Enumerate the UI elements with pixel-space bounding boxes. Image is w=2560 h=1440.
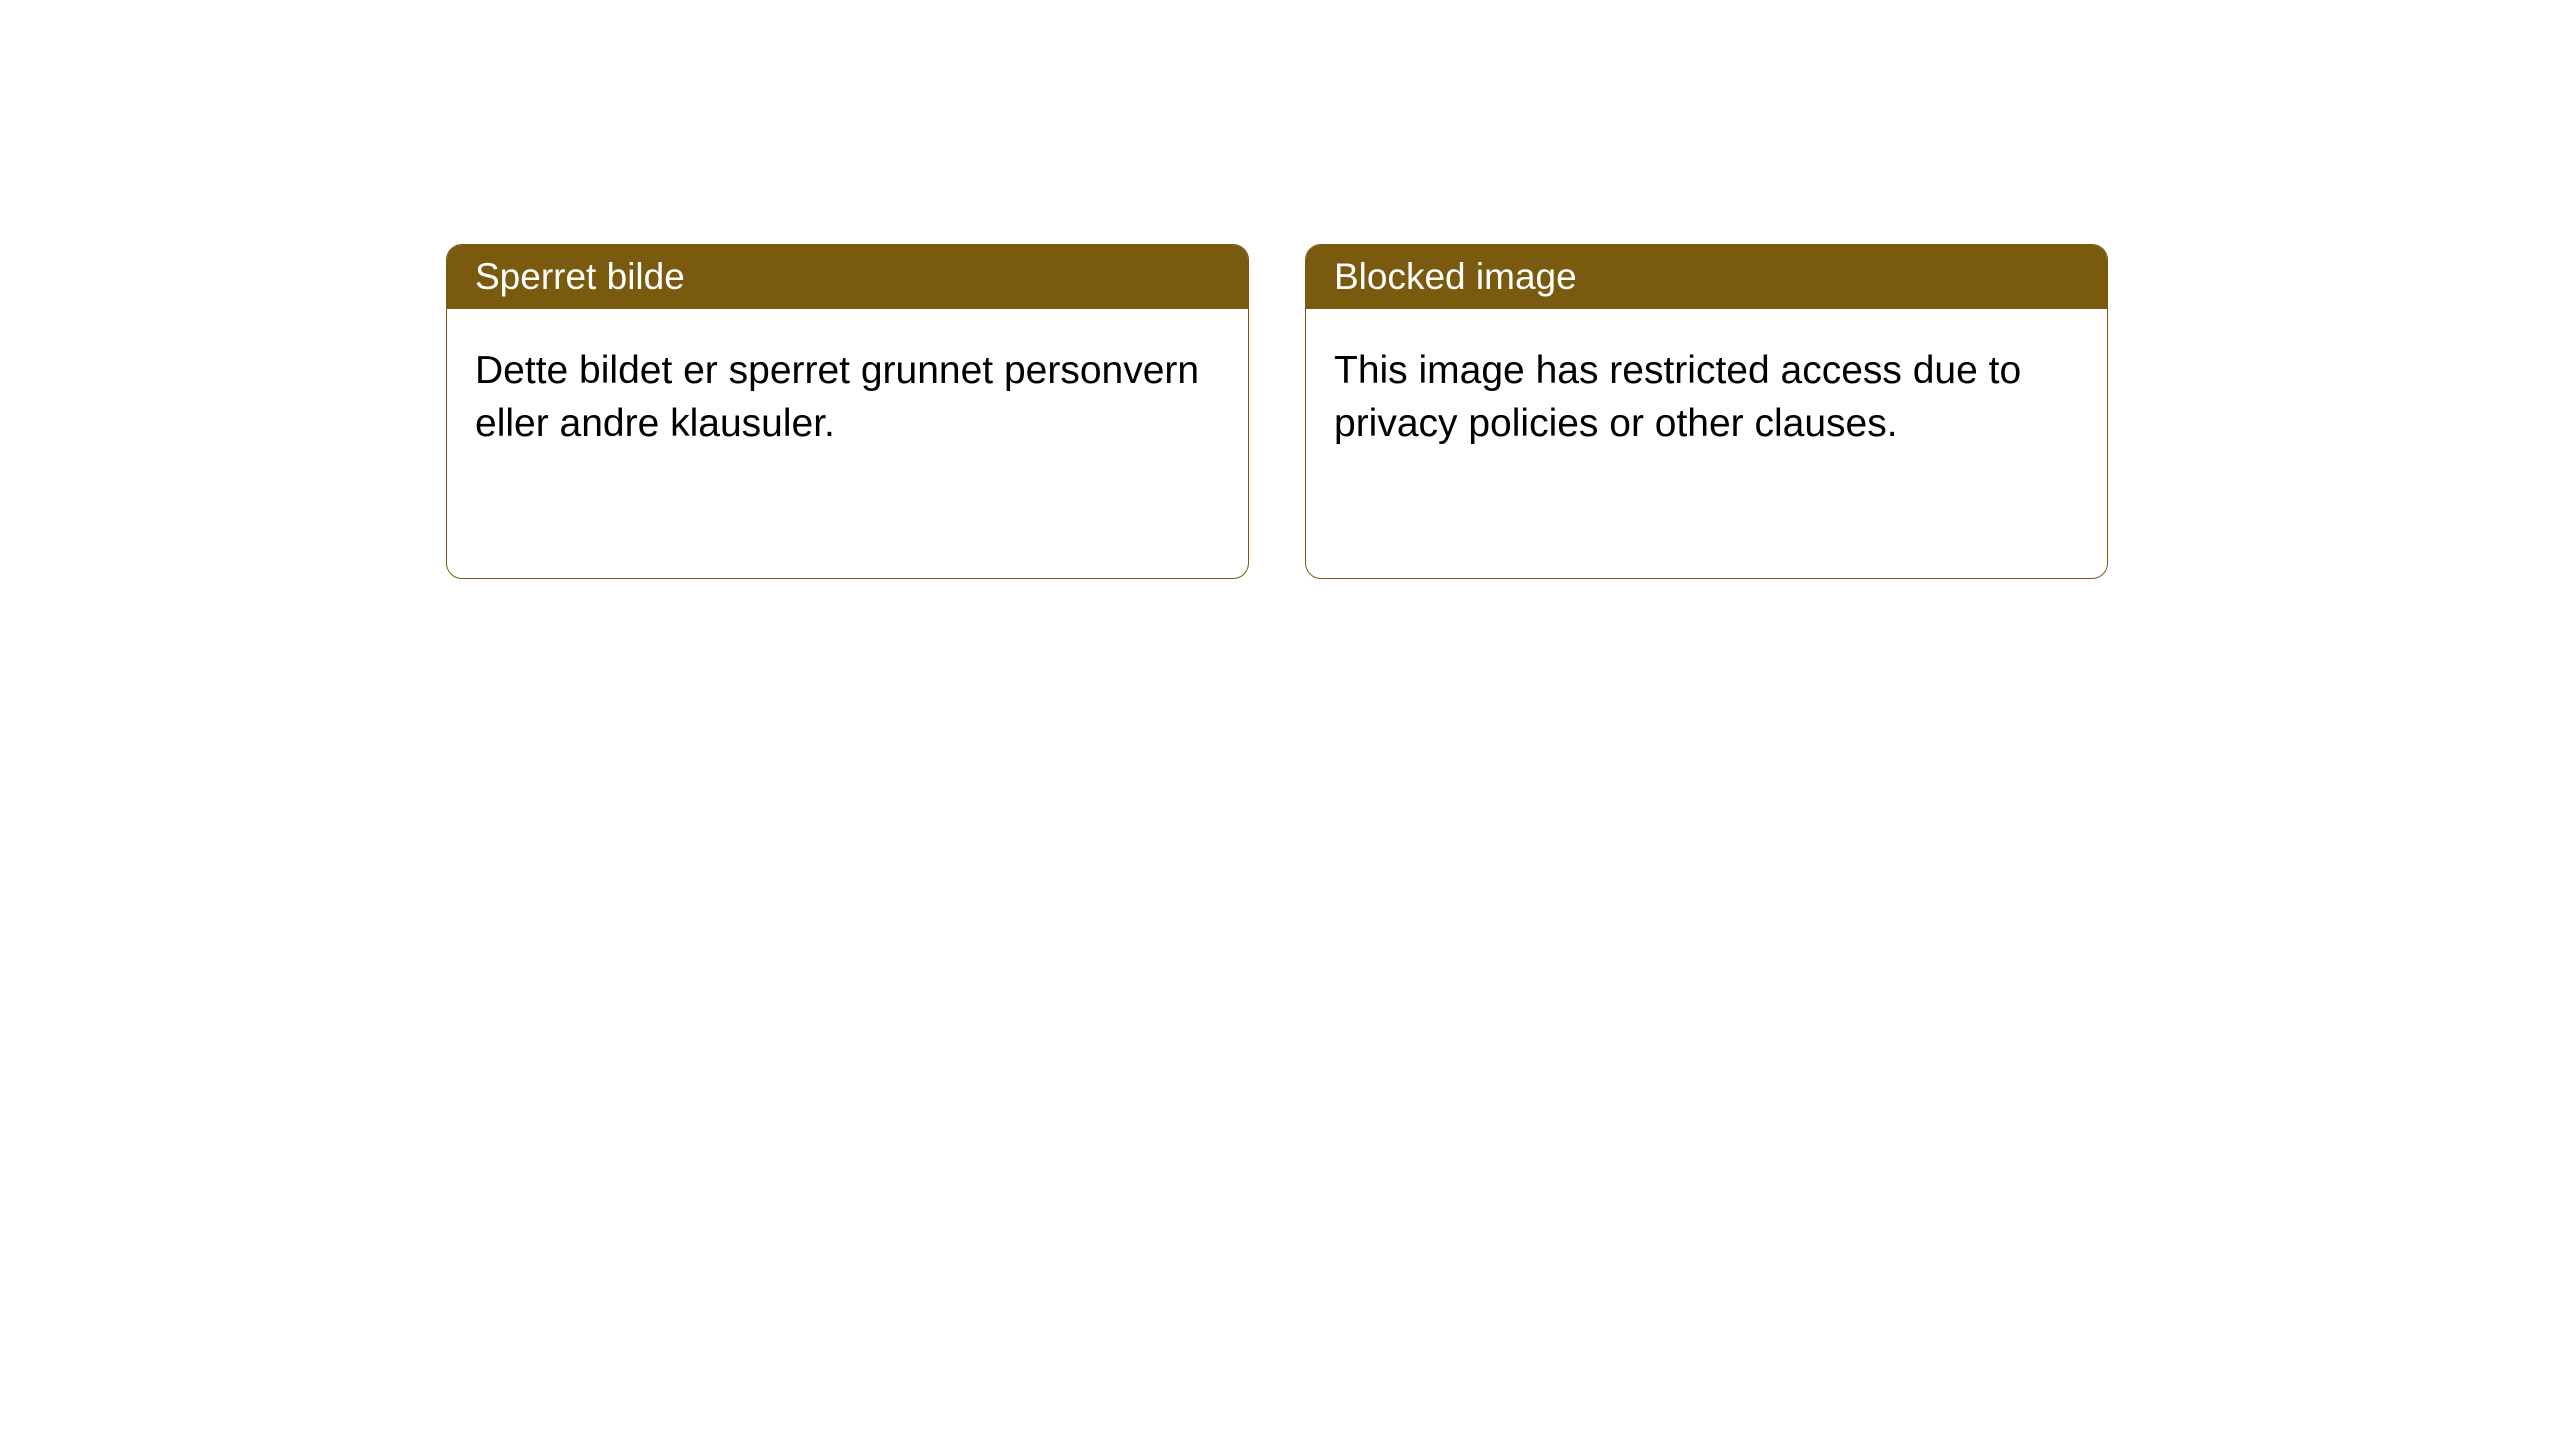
notice-container: Sperret bilde Dette bildet er sperret gr… <box>446 244 2560 579</box>
notice-body: This image has restricted access due to … <box>1306 309 2107 478</box>
notice-card-norwegian: Sperret bilde Dette bildet er sperret gr… <box>446 244 1249 579</box>
notice-title: Blocked image <box>1306 245 2107 309</box>
notice-card-english: Blocked image This image has restricted … <box>1305 244 2108 579</box>
notice-body: Dette bildet er sperret grunnet personve… <box>447 309 1248 478</box>
notice-title: Sperret bilde <box>447 245 1248 309</box>
